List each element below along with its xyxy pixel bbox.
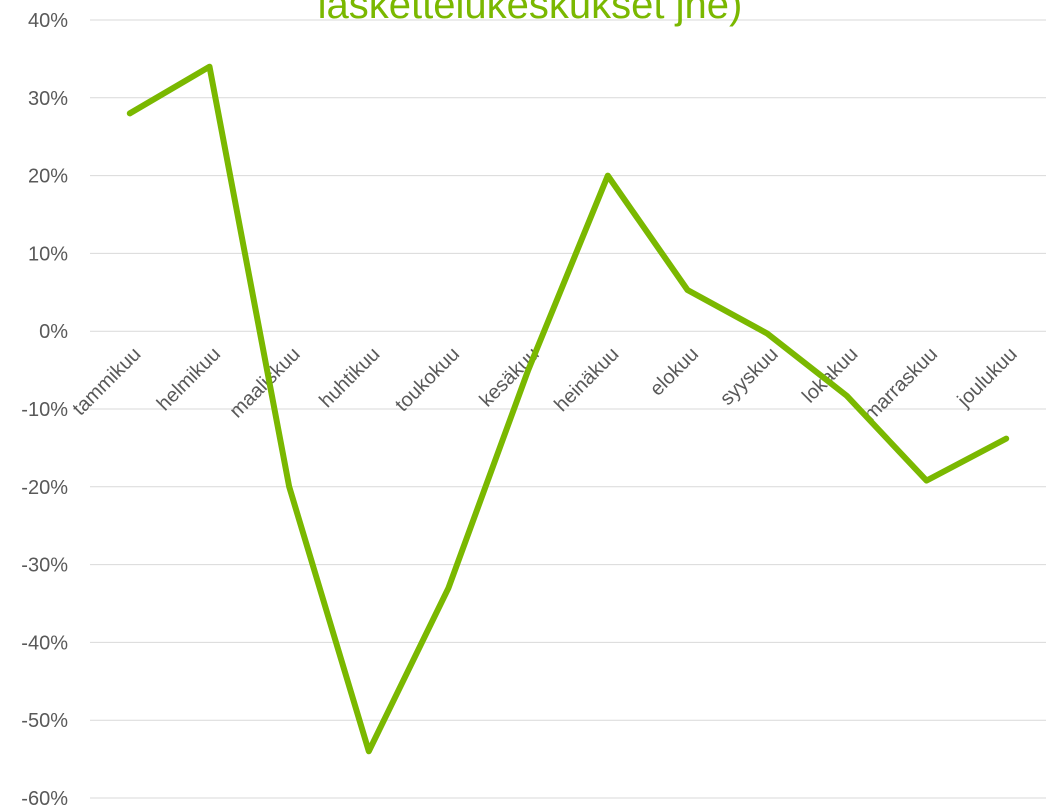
data-point bbox=[526, 368, 531, 373]
data-point bbox=[924, 478, 929, 483]
y-tick-label: 10% bbox=[28, 243, 68, 265]
data-point bbox=[765, 331, 770, 336]
y-tick-label: -40% bbox=[21, 632, 68, 654]
data-point bbox=[844, 393, 849, 398]
series-group bbox=[126, 63, 1010, 755]
y-tick-label: 40% bbox=[28, 10, 68, 32]
y-tick-label: -20% bbox=[21, 477, 68, 499]
x-tick-label: joulukuu bbox=[953, 343, 1022, 412]
data-point bbox=[1004, 436, 1009, 441]
data-point bbox=[366, 749, 371, 754]
data-point bbox=[446, 585, 451, 590]
data-point bbox=[207, 64, 212, 69]
y-tick-label: -60% bbox=[21, 788, 68, 810]
gridlines bbox=[90, 19, 1046, 799]
y-tick-label: 20% bbox=[28, 166, 68, 188]
data-point bbox=[605, 173, 610, 178]
x-axis-tick-labels: tammikuu helmikuu maaliskuu huhtikuu toukoku… bbox=[69, 343, 1022, 425]
x-tick-label: marraskuu bbox=[860, 343, 942, 425]
data-point bbox=[127, 111, 132, 116]
data-point bbox=[287, 484, 292, 489]
x-tick-label: elokuu bbox=[646, 343, 703, 400]
x-tick-label: syyskuu bbox=[716, 343, 783, 410]
y-tick-label: 30% bbox=[28, 88, 68, 110]
x-tick-label: toukokuu bbox=[391, 343, 464, 416]
series-line bbox=[126, 63, 1010, 755]
x-tick-label: helmikuu bbox=[153, 343, 225, 415]
x-tick-label: heinäkuu bbox=[550, 343, 623, 416]
y-tick-label: -30% bbox=[21, 555, 68, 577]
x-tick-label: huhtikuu bbox=[315, 343, 384, 412]
y-tick-label: 0% bbox=[39, 321, 68, 343]
y-tick-label: -10% bbox=[21, 399, 68, 421]
data-point bbox=[685, 287, 690, 292]
chart-title: laskettelukeskukset jne) bbox=[318, 0, 743, 27]
y-axis-tick-labels: 40% 30% 20% 10% 0% -10% -20% -30% -40% -50% -60% bbox=[21, 10, 68, 810]
y-tick-label: -50% bbox=[21, 710, 68, 732]
